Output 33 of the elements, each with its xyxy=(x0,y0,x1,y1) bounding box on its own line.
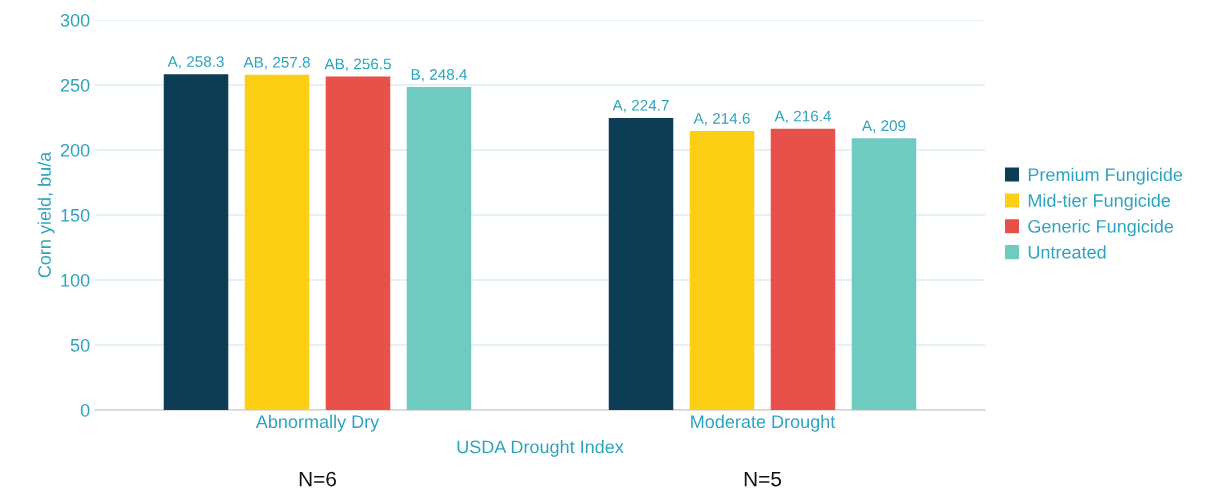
data-label: B, 248.4 xyxy=(411,69,467,82)
data-label: AB, 256.5 xyxy=(324,58,391,72)
data-label: A, 214.6 xyxy=(693,113,750,126)
y-tick-label: 150 xyxy=(61,208,90,222)
bar xyxy=(325,76,391,410)
y-tick-label: 300 xyxy=(60,13,90,27)
bar xyxy=(770,128,836,410)
data-label: A, 209 xyxy=(861,120,906,133)
y-tick-label: 0 xyxy=(80,403,90,417)
legend-label: Untreated xyxy=(1028,245,1106,259)
legend-label: Mid-tier Fungicide xyxy=(1028,193,1171,211)
bar xyxy=(689,131,755,410)
y-tick-label: 250 xyxy=(60,78,90,92)
data-label: AB, 257.8 xyxy=(243,56,310,70)
y-tick-label: 100 xyxy=(61,273,90,287)
bar xyxy=(244,74,310,410)
data-label: A, 258.3 xyxy=(167,56,224,69)
bar xyxy=(851,138,917,410)
x-tick-label: Moderate Drought xyxy=(691,414,836,432)
legend-label: Generic Fungicide xyxy=(1028,219,1174,237)
y-axis-title: Corn yield, bu/a xyxy=(37,151,55,278)
text: N=5 xyxy=(744,471,782,487)
data-label: A, 224.7 xyxy=(612,99,669,113)
legend-label: Premium Fungicide xyxy=(1028,167,1183,185)
data-label: A, 216.4 xyxy=(774,110,832,124)
x-axis-title: USDA Drought Index xyxy=(457,440,624,457)
x-tick-label: Abnormally Dry xyxy=(255,414,380,432)
bar xyxy=(163,74,229,410)
bar xyxy=(608,117,674,410)
y-tick-label: 50 xyxy=(70,338,90,352)
bar xyxy=(406,87,472,410)
text: N=6 xyxy=(299,471,336,487)
y-tick-label: 200 xyxy=(60,143,90,157)
